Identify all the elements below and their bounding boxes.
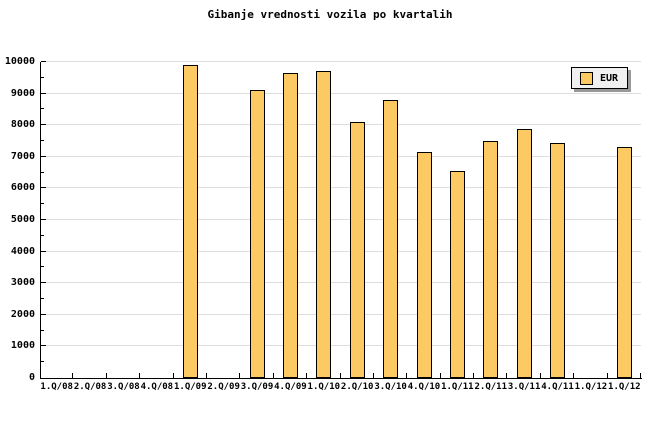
x-tick-label: 3.Q/11 <box>507 382 541 392</box>
x-tick <box>239 373 241 378</box>
x-tick-label: 2.Q/08 <box>73 382 107 392</box>
x-tick <box>640 373 641 378</box>
y-major-tick <box>41 187 46 189</box>
x-tick-label: 4.Q/08 <box>140 382 174 392</box>
x-tick-label: 3.Q/10 <box>374 382 407 392</box>
x-tick <box>372 373 374 378</box>
x-tick-label: 4.Q/09 <box>274 382 307 392</box>
x-tick <box>205 373 207 378</box>
x-tick <box>539 373 541 378</box>
y-gridline <box>41 124 641 126</box>
x-tick <box>139 373 141 378</box>
bar <box>516 129 532 378</box>
y-minor-tick <box>41 266 44 268</box>
y-tick-label: 6000 <box>10 182 35 194</box>
y-gridline <box>41 187 641 189</box>
x-tick <box>306 373 308 378</box>
x-tick <box>172 373 174 378</box>
y-minor-tick <box>41 298 44 299</box>
chart-title: Gibanje vrednosti vozila po kvartalih <box>207 8 453 21</box>
x-tick-label: 1.Q/12 <box>574 382 608 392</box>
x-tick <box>506 373 508 378</box>
y-major-tick <box>41 250 46 252</box>
y-gridline <box>41 345 641 347</box>
y-major-tick <box>41 282 46 284</box>
y-major-tick <box>41 124 46 126</box>
x-tick-label: 1.Q/11 <box>441 382 474 392</box>
bar <box>449 171 465 378</box>
bar <box>550 143 565 378</box>
y-major-tick <box>41 155 46 157</box>
y-tick-label: 4000 <box>10 245 35 257</box>
x-tick-label: 2.Q/10 <box>340 382 374 392</box>
y-minor-tick <box>41 329 44 331</box>
x-tick-label: 2.Q/11 <box>474 382 507 392</box>
y-major-tick <box>41 61 46 62</box>
x-tick-label: 2.Q/09 <box>207 382 240 392</box>
y-minor-tick <box>41 171 44 173</box>
y-tick-label: 10000 <box>4 56 35 67</box>
x-tick-label: 1.Q/09 <box>173 382 207 392</box>
y-gridline <box>41 155 641 157</box>
y-minor-tick <box>41 234 44 236</box>
x-tick <box>72 373 74 378</box>
y-gridline <box>41 219 641 220</box>
bar <box>483 141 499 378</box>
y-gridline <box>41 250 641 252</box>
y-minor-tick <box>41 203 44 205</box>
y-minor-tick <box>41 140 44 141</box>
y-tick-label: 9000 <box>10 87 35 99</box>
x-tick <box>473 373 475 378</box>
y-tick-label: 7000 <box>10 150 35 162</box>
y-minor-tick <box>41 108 44 110</box>
bar <box>282 73 298 378</box>
y-tick-label: 5000 <box>10 214 35 225</box>
y-tick-label: 0 <box>28 372 35 383</box>
y-major-tick <box>41 313 46 315</box>
x-tick-label: 3.Q/09 <box>240 382 274 392</box>
x-tick-label: 4.Q/11 <box>541 382 574 392</box>
legend-label: EUR <box>600 72 619 84</box>
y-minor-tick <box>41 76 44 78</box>
x-tick <box>573 373 575 378</box>
x-tick <box>406 373 408 378</box>
legend: EUR <box>571 67 628 89</box>
legend-swatch-icon <box>580 71 593 85</box>
x-tick-label: 1.Q/10 <box>307 382 341 392</box>
x-tick <box>272 373 274 378</box>
y-major-tick <box>41 345 46 347</box>
y-gridline <box>41 61 641 62</box>
y-tick-label: 8000 <box>10 119 35 131</box>
bar <box>316 71 332 378</box>
bar <box>416 152 432 378</box>
bar <box>383 100 399 378</box>
y-gridline <box>41 92 641 94</box>
bar <box>349 122 365 378</box>
bar <box>182 65 198 378</box>
x-tick-label: 4.Q/10 <box>407 382 441 392</box>
y-gridline <box>41 282 641 284</box>
y-gridline <box>41 313 641 315</box>
x-tick-label: 1.Q/08 <box>40 382 73 392</box>
bar <box>616 147 632 378</box>
x-tick <box>105 373 107 378</box>
y-major-tick <box>41 219 46 220</box>
y-major-tick <box>41 92 46 94</box>
plot-area <box>40 62 642 379</box>
x-tick-label: 3.Q/08 <box>107 382 140 392</box>
y-tick-label: 2000 <box>10 308 35 320</box>
x-tick <box>439 373 441 378</box>
y-tick-label: 3000 <box>10 277 35 289</box>
bar <box>249 90 265 378</box>
x-tick <box>606 373 608 378</box>
x-tick-label: 1.Q/12 <box>608 382 641 392</box>
y-minor-tick <box>41 361 44 363</box>
y-tick-label: 1000 <box>10 340 35 352</box>
x-tick <box>339 373 341 378</box>
